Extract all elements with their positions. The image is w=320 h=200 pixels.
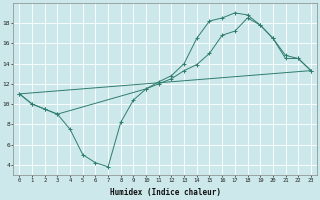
X-axis label: Humidex (Indice chaleur): Humidex (Indice chaleur) xyxy=(110,188,220,197)
